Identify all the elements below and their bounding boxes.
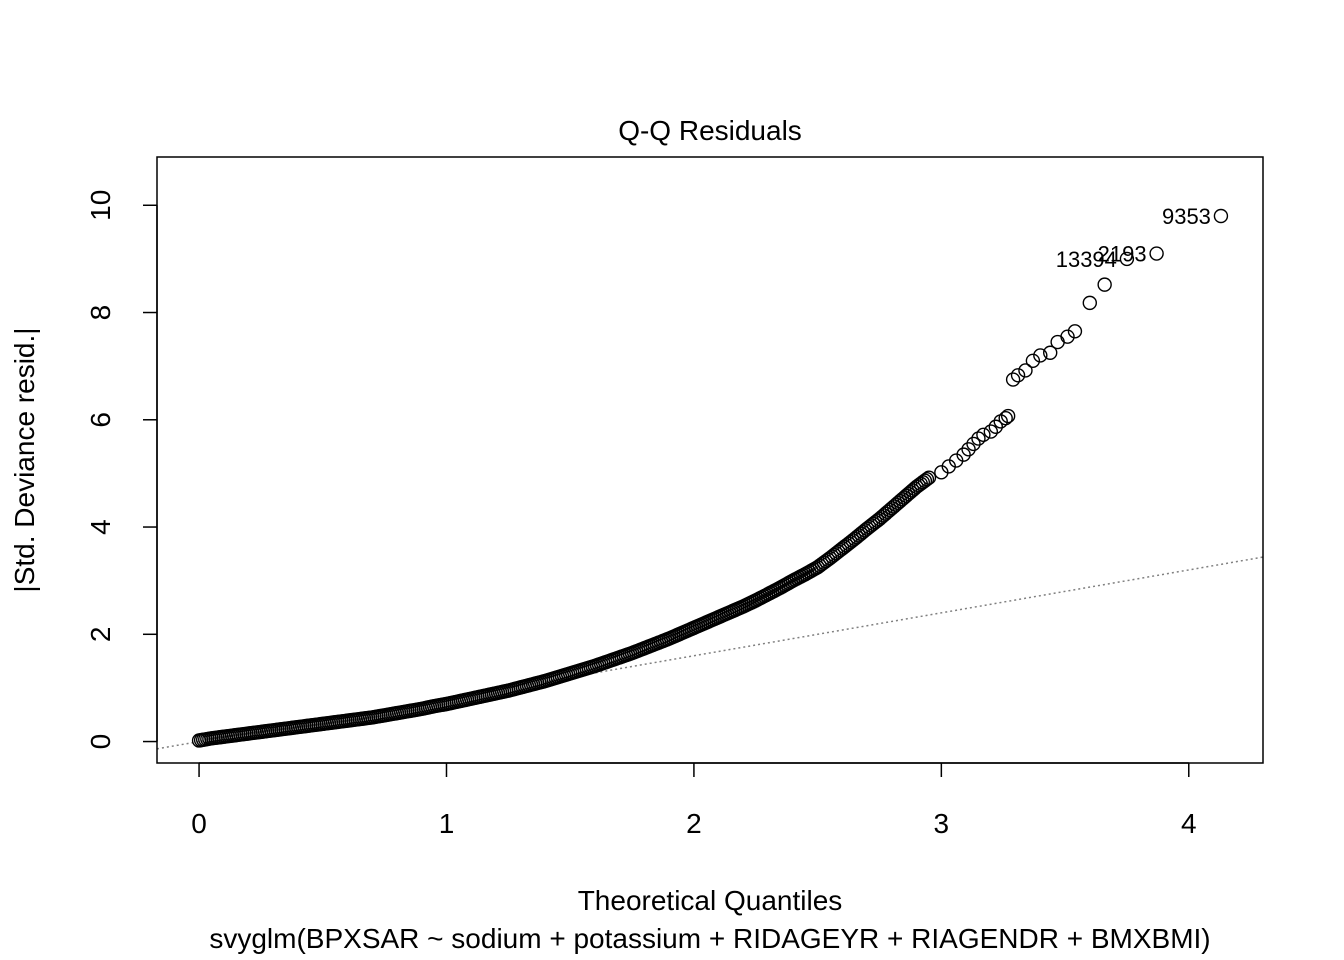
reference-line-group [156,556,1264,750]
point-label: 13394 [1056,247,1117,272]
data-point [1010,368,1026,383]
data-point [971,431,986,446]
y-axis: 0 2 4 6 8 10 [85,190,158,750]
data-point [1005,372,1021,387]
data-point [966,436,981,452]
y-tick-label: 6 [85,412,116,428]
data-point [1000,408,1016,424]
data-point [976,427,991,442]
data-point [1018,363,1033,378]
data-point [1033,348,1048,363]
data-point [1025,353,1041,368]
data-point [1043,345,1058,360]
data-point [921,470,937,485]
y-tick-label: 0 [85,734,116,750]
x-tick-label: 3 [934,808,950,839]
chart-title: Q-Q Residuals [618,115,802,146]
chart-subtitle: svyglm(BPXSAR ~ sodium + potassium + RID… [209,923,1210,954]
y-tick-label: 8 [85,305,116,321]
data-point [961,442,976,457]
data-point [983,424,999,439]
data-point [956,447,971,462]
data-points-group [191,208,1229,748]
x-tick-label: 0 [191,808,207,839]
data-point [917,473,933,488]
point-label: 9353 [1162,204,1211,229]
data-point [1082,295,1098,311]
point-label: 2193 [1098,242,1147,267]
data-point [1119,251,1135,267]
y-tick-label: 2 [85,627,116,643]
data-point [1149,246,1164,261]
x-axis: 0 1 2 3 4 [191,762,1197,839]
y-tick-label: 4 [85,519,116,535]
data-point [1097,277,1112,292]
data-point [919,472,935,487]
x-axis-label: Theoretical Quantiles [578,885,843,916]
reference-line [156,556,1264,750]
data-point [1067,324,1083,339]
x-tick-label: 1 [439,808,455,839]
data-point [998,410,1013,426]
data-point [1213,208,1229,224]
y-tick-label: 10 [85,190,116,221]
data-point [988,419,1003,434]
x-tick-label: 2 [686,808,702,839]
x-tick-label: 4 [1181,808,1197,839]
data-point [1060,329,1075,344]
y-axis-label: |Std. Deviance resid.| [9,327,40,592]
